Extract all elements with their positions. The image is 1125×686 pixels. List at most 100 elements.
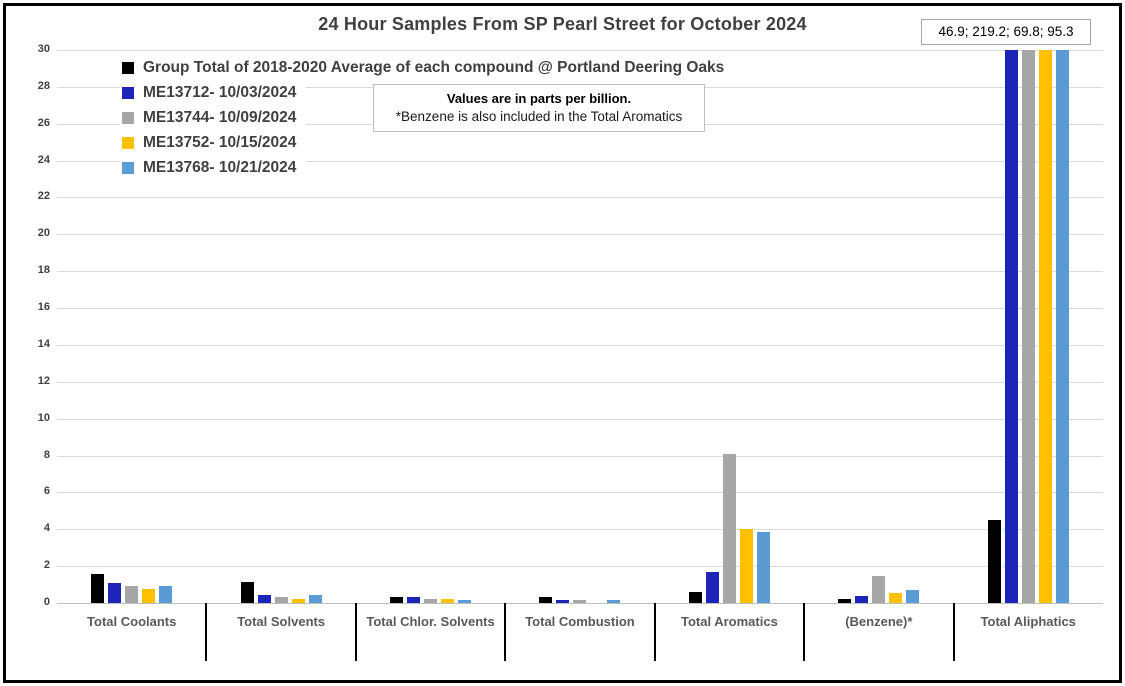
legend-label: ME13752- 10/15/2024	[143, 134, 297, 151]
bar	[159, 585, 173, 603]
bar-cluster	[505, 50, 654, 603]
legend-label: ME13744- 10/09/2024	[143, 109, 297, 126]
legend-label: Group Total of 2018-2020 Average of each…	[143, 59, 725, 76]
y-tick-label: 20	[37, 227, 50, 240]
note-box: Values are in parts per billion. *Benzen…	[373, 84, 705, 132]
note-benzene-line: *Benzene is also included in the Total A…	[395, 109, 683, 124]
bar	[458, 600, 472, 603]
category-separator-line	[205, 603, 208, 661]
bar	[556, 600, 570, 603]
gridline	[57, 455, 1103, 457]
gridline	[57, 160, 1103, 162]
y-tick-label: 26	[37, 116, 50, 129]
bar	[756, 532, 770, 603]
legend-label: ME13712- 10/03/2024	[143, 84, 297, 101]
bar	[722, 453, 736, 603]
y-tick-label: 30	[37, 43, 50, 55]
bar	[838, 599, 852, 603]
category-axis-labels: Total Coolants Total Solvents Total Chlor.…	[57, 614, 1103, 629]
category-separator-line	[952, 603, 955, 661]
legend-swatch-icon	[122, 112, 134, 124]
legend-swatch-icon	[122, 137, 134, 149]
gridline	[57, 197, 1103, 199]
y-tick-label: 14	[37, 337, 50, 350]
bar	[257, 594, 271, 603]
bar	[91, 574, 105, 603]
y-tick-label: 18	[37, 264, 50, 277]
bar	[987, 520, 1001, 603]
bar	[240, 581, 254, 603]
y-tick-label: 4	[43, 522, 50, 535]
legend-item: ME13752- 10/15/2024	[120, 131, 307, 155]
bar	[1055, 50, 1069, 603]
bar	[688, 591, 702, 603]
bar-cluster	[954, 50, 1103, 603]
bar	[607, 600, 621, 603]
legend-item: ME13768- 10/21/2024	[120, 156, 307, 180]
category-label: Total Aromatics	[681, 614, 778, 629]
y-tick-label: 12	[37, 374, 50, 387]
category-label: (Benzene)*	[845, 614, 913, 629]
y-tick-label: 10	[37, 411, 50, 424]
bar-cluster	[57, 50, 206, 603]
category-label: Total Solvents	[237, 614, 326, 629]
legend-label: ME13768- 10/21/2024	[143, 159, 297, 176]
legend-swatch-icon	[122, 62, 134, 74]
bar	[872, 576, 886, 603]
category-separator-line	[504, 603, 507, 661]
bar-cluster	[655, 50, 804, 603]
bar	[390, 596, 404, 603]
y-tick-label: 24	[37, 153, 50, 166]
plot-area	[57, 50, 1103, 604]
legend: Group Total of 2018-2020 Average of each…	[120, 56, 735, 181]
category-separator-line	[803, 603, 806, 661]
bar	[407, 597, 421, 603]
legend-item: ME13712- 10/03/2024	[120, 81, 307, 105]
bar-cluster	[356, 50, 505, 603]
chart-frame: 24 Hour Samples From SP Pearl Street for…	[3, 3, 1122, 683]
category-label: Total Chlor. Solvents	[366, 614, 495, 629]
legend-swatch-icon	[122, 162, 134, 174]
bar-clusters	[57, 50, 1103, 603]
bar-cluster	[804, 50, 953, 603]
legend-swatch-icon	[122, 87, 134, 99]
bar	[108, 582, 122, 603]
x-axis-line	[57, 603, 1103, 604]
legend-item: Group Total of 2018-2020 Average of each…	[120, 56, 735, 80]
gridline	[57, 308, 1103, 310]
note-units-line: Values are in parts per billion.	[446, 91, 632, 106]
category-separator-line	[653, 603, 656, 661]
y-tick-label: 16	[37, 301, 50, 314]
bar	[855, 595, 869, 603]
bar	[539, 597, 553, 603]
bar	[308, 594, 322, 603]
gridline	[57, 234, 1103, 236]
bar	[424, 599, 438, 603]
y-tick-label: 28	[37, 79, 50, 92]
gridline	[57, 344, 1103, 346]
chart-title: 24 Hour Samples From SP Pearl Street for…	[318, 14, 807, 34]
y-tick-label: 22	[37, 190, 50, 203]
gridline	[57, 271, 1103, 273]
bar	[739, 529, 753, 603]
y-tick-label: 2	[43, 559, 50, 572]
gridline	[57, 381, 1103, 383]
category-label: Total Combustion	[525, 614, 635, 629]
bar	[291, 599, 305, 603]
bar-cluster	[206, 50, 355, 603]
category-label: Total Aliphatics	[980, 614, 1076, 629]
bar	[573, 600, 587, 603]
bar	[705, 571, 719, 603]
bar	[889, 592, 903, 603]
category-label: Total Coolants	[87, 614, 177, 629]
y-tick-label: 8	[43, 448, 50, 461]
bar	[142, 589, 156, 603]
gridline	[57, 529, 1103, 531]
y-tick-label: 6	[43, 485, 50, 498]
gridline	[57, 50, 1103, 51]
bar	[1004, 50, 1018, 603]
bar	[1038, 50, 1052, 603]
offscale-values-annotation: 46.9; 219.2; 69.8; 95.3	[921, 19, 1091, 45]
bar	[906, 590, 920, 603]
bar	[1021, 50, 1035, 603]
